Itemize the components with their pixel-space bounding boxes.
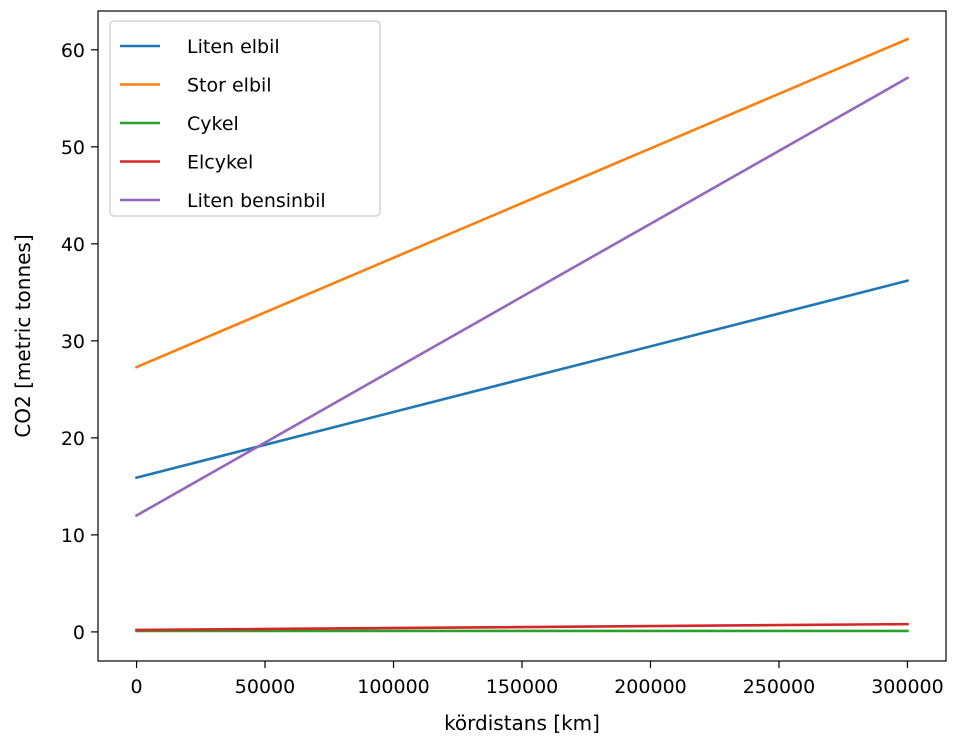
series-line-1 bbox=[134, 37, 910, 369]
legend-box bbox=[109, 20, 381, 217]
legend-label: Liten elbil bbox=[187, 36, 280, 58]
x-tick-label: 200000 bbox=[614, 676, 687, 698]
y-axis-label: CO2 [metric tonnes] bbox=[11, 234, 35, 437]
x-tick-label: 0 bbox=[130, 676, 142, 698]
legend: Liten elbil Stor elbil Cykel Elcykel Liten b… bbox=[109, 20, 381, 217]
x-axis: 0 50000 100000 150000 200000 250000 300000 bbox=[130, 661, 944, 698]
y-tick-label: 20 bbox=[61, 428, 85, 450]
x-tick-label: 100000 bbox=[357, 676, 430, 698]
series-line-4 bbox=[134, 76, 910, 518]
y-tick-label: 40 bbox=[61, 234, 85, 256]
legend-label: Cykel bbox=[187, 113, 239, 135]
x-tick-label: 250000 bbox=[743, 676, 816, 698]
legend-label: Elcykel bbox=[187, 152, 253, 174]
y-tick-label: 10 bbox=[61, 525, 85, 547]
x-tick-label: 150000 bbox=[486, 676, 559, 698]
y-tick-label: 30 bbox=[61, 331, 85, 353]
series-line-3 bbox=[135, 622, 909, 632]
x-tick-label: 50000 bbox=[235, 676, 295, 698]
legend-label: Liten bensinbil bbox=[187, 190, 326, 212]
x-tick-label: 300000 bbox=[871, 676, 944, 698]
y-tick-label: 0 bbox=[73, 622, 85, 644]
y-tick-label: 60 bbox=[61, 40, 85, 62]
y-axis: 0 10 20 30 40 50 60 bbox=[61, 40, 98, 644]
series-line-0 bbox=[134, 279, 910, 480]
x-axis-label: kördistans [km] bbox=[444, 711, 600, 735]
legend-label: Stor elbil bbox=[187, 75, 272, 97]
y-tick-label: 50 bbox=[61, 137, 85, 159]
series-layer bbox=[134, 37, 910, 633]
